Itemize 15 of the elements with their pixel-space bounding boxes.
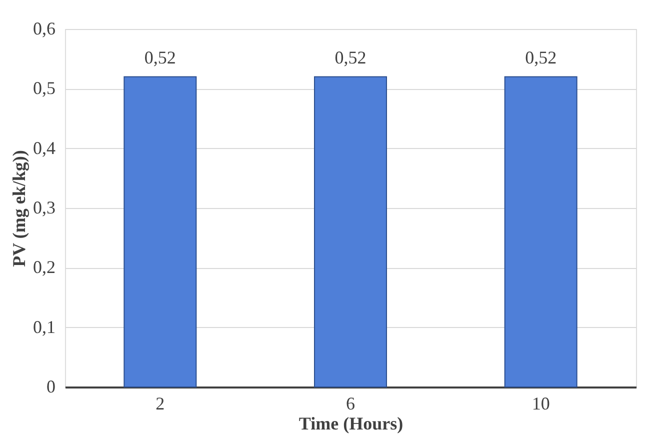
y-tick-label: 0,2	[33, 257, 56, 278]
y-tick-label: 0,5	[33, 78, 56, 98]
y-tick-label: 0	[46, 376, 56, 396]
y-tick-label: 0,3	[33, 198, 56, 218]
data-label: 0,52	[334, 48, 366, 68]
x-axis-title: Time (Hours)	[298, 414, 404, 434]
data-label: 0,52	[144, 48, 176, 68]
y-tick-label: 0,4	[33, 138, 56, 158]
y-axis-title: PV (mg ek/kg))	[9, 150, 29, 267]
x-tick-label: 2	[156, 394, 165, 414]
y-tick-label: 0,1	[33, 316, 56, 337]
x-tick-label: 10	[532, 394, 550, 414]
data-label: 0,52	[525, 48, 557, 68]
y-tick-label: 0,6	[33, 18, 56, 38]
x-tick-label: 6	[346, 394, 355, 414]
